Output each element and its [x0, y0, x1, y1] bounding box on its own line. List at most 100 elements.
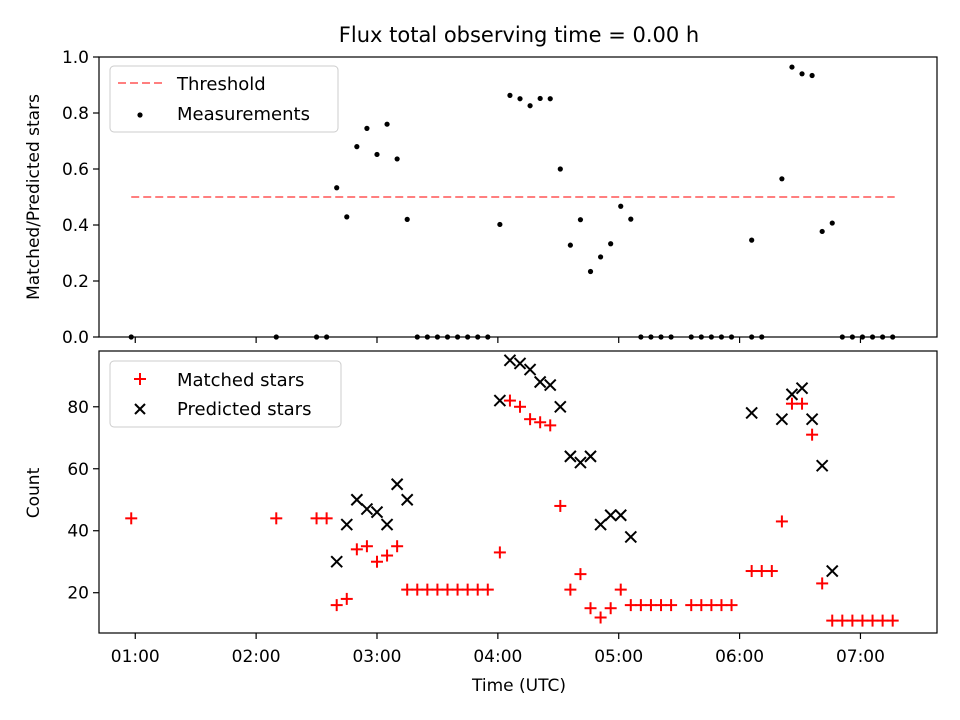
measurement-point — [749, 237, 755, 243]
matched-star-point — [461, 583, 474, 596]
predicted-star-point — [614, 509, 627, 522]
predicted-star-point — [533, 375, 547, 389]
measurement-point — [334, 185, 340, 191]
legend-measurements-swatch — [137, 112, 143, 118]
matched-star-point — [411, 583, 424, 596]
top-y-tick-label: 0.8 — [62, 104, 89, 124]
predicted-star-point — [785, 388, 799, 401]
matched-star-point — [503, 394, 516, 407]
matched-star-point — [715, 599, 728, 612]
measurement-point — [344, 214, 350, 220]
predicted-star-point — [594, 518, 607, 531]
predicted-star-point — [350, 493, 364, 506]
measurement-point — [597, 254, 604, 260]
matched-star-point — [826, 614, 839, 627]
measurement-point — [809, 72, 815, 79]
bottom-plot-frame — [98, 350, 938, 634]
predicted-star-point — [370, 505, 384, 519]
measurement-point — [384, 121, 390, 127]
predicted-star-point — [390, 478, 404, 491]
top-y-axis-label: Matched/Predicted stars — [24, 94, 44, 300]
top-legend-box — [109, 65, 339, 133]
bottom-legend: Matched stars Predicted stars — [109, 360, 342, 428]
predicted-star-point — [340, 518, 353, 531]
measurement-point — [404, 216, 410, 222]
top-plot-frame — [98, 56, 938, 338]
measurement-point — [829, 220, 835, 226]
x-tick-label: 07:00 — [836, 647, 885, 667]
matched-star-point — [514, 400, 527, 413]
bottom-plot-panel: 20 40 60 80 01:00 02:00 03:00 04:00 05:00 06:00 0… — [24, 350, 938, 696]
matched-star-point — [381, 549, 394, 562]
predicted-star-point — [574, 456, 587, 469]
matched-star-point — [594, 611, 607, 624]
matched-star-point — [360, 540, 373, 553]
top-legend: Threshold Measurements — [109, 65, 339, 133]
measurement-point — [497, 221, 503, 228]
x-tick-label: 03:00 — [352, 647, 401, 667]
matched-star-point — [524, 413, 537, 426]
predicted-star-point — [604, 509, 617, 522]
matched-star-point — [471, 583, 484, 596]
predicted-star-point — [380, 518, 394, 531]
measurement-point — [567, 242, 573, 248]
matched-star-point — [350, 543, 363, 556]
x-tick-label: 02:00 — [232, 647, 281, 667]
measurement-point — [364, 125, 370, 131]
legend-matched-label: Matched stars — [177, 370, 304, 391]
matched-star-point — [624, 599, 637, 612]
matched-star-point — [705, 599, 718, 612]
matched-star-point — [441, 583, 454, 596]
matched-star-point — [725, 599, 738, 612]
bottom-y-tick-label: 80 — [67, 398, 89, 418]
matched-star-point — [816, 577, 829, 590]
matched-star-point — [665, 599, 678, 612]
matched-star-point — [785, 397, 798, 410]
top-y-tick-label: 0.0 — [62, 328, 89, 348]
matched-star-point — [574, 568, 587, 581]
top-chart-title: Flux total observing time = 0.00 h — [339, 23, 699, 47]
bottom-y-axis-label: Count — [24, 467, 44, 518]
predicted-star-point — [544, 378, 557, 392]
measurement-point — [394, 156, 400, 162]
measurement-point — [537, 95, 543, 102]
matched-star-point — [604, 602, 617, 615]
matched-star-point — [846, 614, 859, 627]
measurement-point — [789, 64, 795, 70]
matched-star-point — [695, 599, 708, 612]
x-tick-label: 06:00 — [715, 647, 764, 667]
predicted-star-point — [564, 450, 577, 463]
legend-predicted-swatch — [134, 403, 146, 415]
measurement-point — [527, 103, 533, 109]
predicted-star-point — [503, 354, 517, 367]
predicted-star-point — [523, 363, 537, 376]
measurement-point — [608, 241, 614, 247]
matched-star-point — [370, 555, 383, 568]
matched-star-point — [836, 614, 849, 627]
matched-star-point — [451, 583, 464, 596]
matched-star-point — [431, 583, 444, 596]
matched-star-point — [796, 397, 809, 410]
predicted-star-point — [400, 493, 414, 506]
matched-star-point — [421, 583, 434, 596]
matched-star-point — [401, 583, 414, 596]
predicted-star-point — [513, 357, 527, 370]
legend-measurements-label: Measurements — [177, 104, 310, 125]
predicted-star-point — [624, 530, 638, 544]
matched-star-point — [330, 599, 343, 612]
measurement-point — [819, 228, 825, 235]
matched-star-point — [775, 515, 788, 528]
x-tick-label: 05:00 — [594, 647, 643, 667]
x-tick-label: 04:00 — [473, 647, 522, 667]
top-y-tick-label: 0.6 — [62, 160, 89, 180]
x-axis-label: Time (UTC) — [471, 676, 566, 696]
bottom-legend-box — [109, 360, 342, 428]
legend-threshold-label: Threshold — [176, 74, 266, 95]
measurement-point — [577, 217, 584, 223]
matched-star-point — [544, 419, 557, 432]
matched-star-point — [765, 565, 778, 578]
predicted-star-point — [360, 502, 374, 516]
matched-star-point — [755, 565, 768, 578]
matched-star-point — [685, 599, 698, 612]
matched-star-point — [320, 512, 333, 525]
